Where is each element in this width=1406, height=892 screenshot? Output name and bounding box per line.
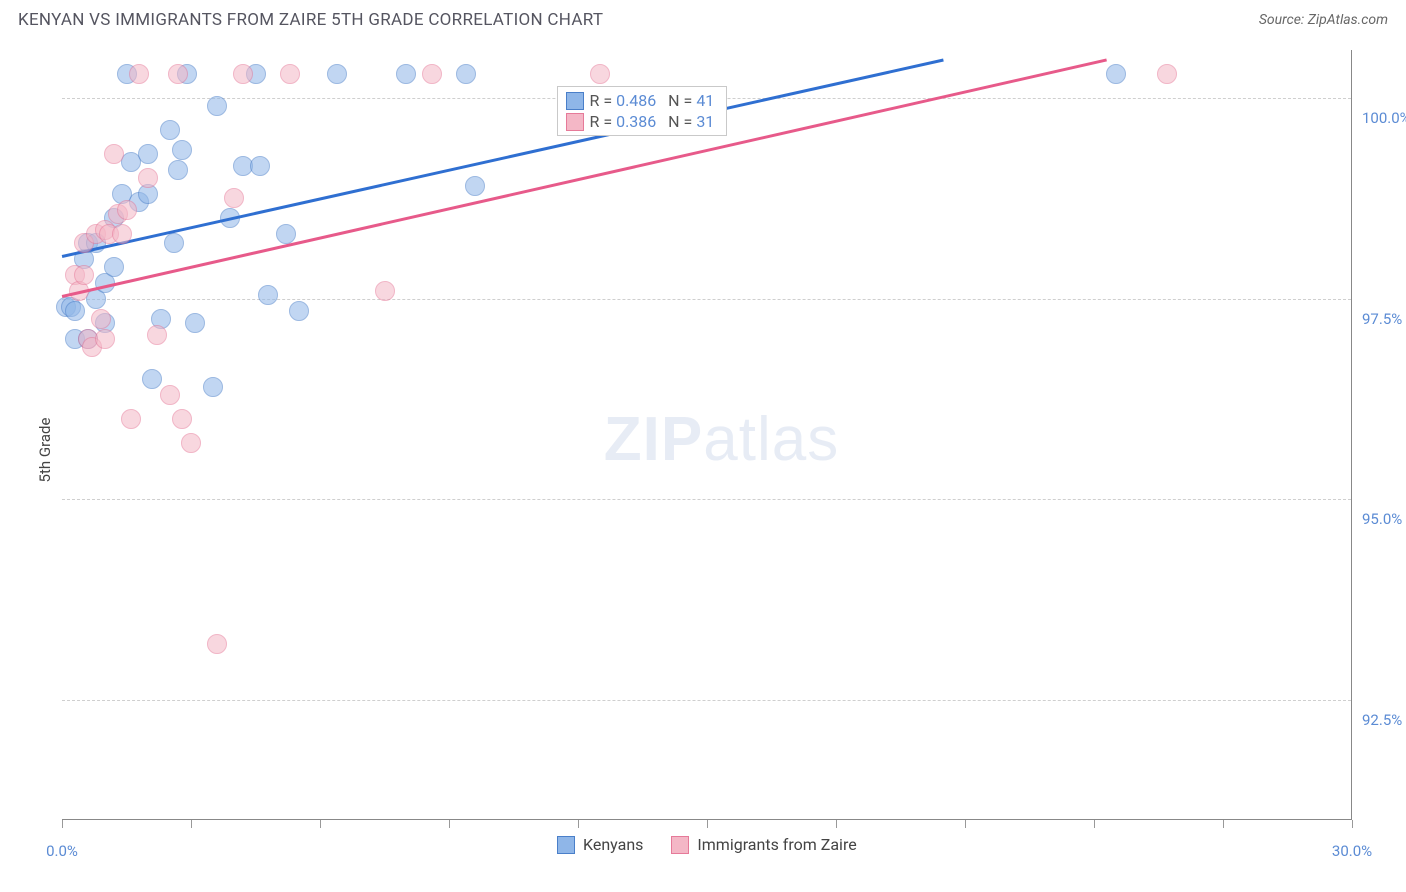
- data-point: [168, 160, 188, 180]
- xtick: [1223, 820, 1224, 828]
- data-point: [207, 96, 227, 116]
- legend-row: R = 0.486 N = 41: [566, 91, 715, 110]
- data-point: [129, 64, 149, 84]
- gridline: [62, 499, 1351, 500]
- data-point: [164, 233, 184, 253]
- data-point: [142, 369, 162, 389]
- series-legend: Kenyans Immigrants from Zaire: [557, 835, 857, 854]
- data-point: [276, 224, 296, 244]
- gridline: [62, 299, 1351, 300]
- xtick: [320, 820, 321, 828]
- data-point: [117, 200, 137, 220]
- xtick: [62, 820, 63, 828]
- data-point: [203, 377, 223, 397]
- ytick-label: 92.5%: [1362, 711, 1402, 729]
- data-point: [74, 265, 94, 285]
- ytick-label: 95.0%: [1362, 510, 1402, 528]
- legend-swatch: [671, 836, 689, 854]
- data-point: [422, 64, 442, 84]
- xtick: [1094, 820, 1095, 828]
- data-point: [207, 634, 227, 654]
- series-legend-item: Kenyans: [557, 835, 643, 854]
- data-point: [396, 64, 416, 84]
- data-point: [168, 64, 188, 84]
- y-axis-label: 5th Grade: [36, 418, 54, 483]
- data-point: [104, 257, 124, 277]
- legend-text: R = 0.386 N = 31: [590, 112, 715, 131]
- data-point: [590, 64, 610, 84]
- data-point: [181, 433, 201, 453]
- xtick: [191, 820, 192, 828]
- series-name: Immigrants from Zaire: [697, 835, 856, 854]
- legend-row: R = 0.386 N = 31: [566, 112, 715, 131]
- xtick: [965, 820, 966, 828]
- series-name: Kenyans: [583, 835, 643, 854]
- data-point: [327, 64, 347, 84]
- legend-swatch: [566, 113, 584, 131]
- data-point: [112, 224, 132, 244]
- legend-swatch: [557, 836, 575, 854]
- ytick-label: 100.0%: [1362, 109, 1406, 127]
- data-point: [172, 409, 192, 429]
- gridline: [62, 700, 1351, 701]
- data-point: [465, 176, 485, 196]
- xtick: [449, 820, 450, 828]
- xtick-label: 0.0%: [46, 842, 78, 860]
- xtick-label: 30.0%: [1332, 842, 1372, 860]
- data-point: [160, 385, 180, 405]
- data-point: [185, 313, 205, 333]
- legend-swatch: [566, 92, 584, 110]
- data-point: [280, 64, 300, 84]
- data-point: [375, 281, 395, 301]
- xtick: [707, 820, 708, 828]
- data-point: [147, 325, 167, 345]
- data-point: [95, 329, 115, 349]
- data-point: [91, 309, 111, 329]
- data-point: [1106, 64, 1126, 84]
- data-point: [456, 64, 476, 84]
- xtick: [1352, 820, 1353, 828]
- data-point: [104, 144, 124, 164]
- xtick: [836, 820, 837, 828]
- ytick-label: 97.5%: [1362, 310, 1402, 328]
- data-point: [65, 301, 85, 321]
- xtick: [578, 820, 579, 828]
- data-point: [289, 301, 309, 321]
- stats-legend: R = 0.486 N = 41 R = 0.386 N = 31: [557, 86, 728, 136]
- data-point: [224, 188, 244, 208]
- data-point: [250, 156, 270, 176]
- data-point: [138, 144, 158, 164]
- data-point: [160, 120, 180, 140]
- data-point: [233, 64, 253, 84]
- data-point: [172, 140, 192, 160]
- data-point: [138, 168, 158, 188]
- legend-text: R = 0.486 N = 41: [590, 91, 715, 110]
- data-point: [258, 285, 278, 305]
- data-point: [121, 409, 141, 429]
- series-legend-item: Immigrants from Zaire: [671, 835, 856, 854]
- correlation-chart: 92.5%95.0%97.5%100.0%0.0%30.0%5th GradeZ…: [12, 40, 1394, 860]
- data-point: [1157, 64, 1177, 84]
- chart-title: KENYAN VS IMMIGRANTS FROM ZAIRE 5TH GRAD…: [18, 10, 603, 30]
- source-credit: Source: ZipAtlas.com: [1259, 12, 1388, 28]
